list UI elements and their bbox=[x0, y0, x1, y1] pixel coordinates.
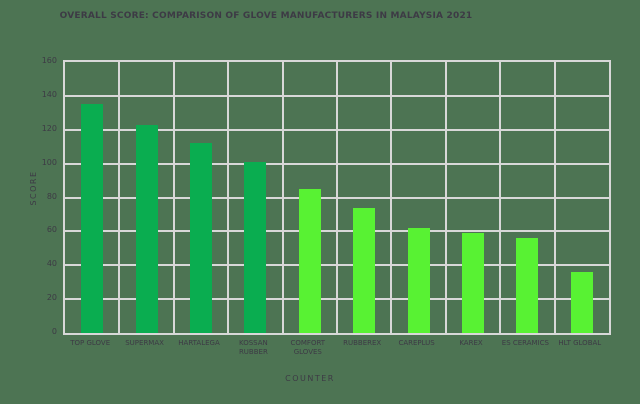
plot-area bbox=[63, 60, 611, 335]
y-tick-label: 60 bbox=[46, 225, 57, 235]
bar-comfort-gloves bbox=[298, 189, 321, 333]
y-tick-label: 160 bbox=[41, 56, 57, 65]
x-tick-label: KOSSAN RUBBER bbox=[238, 339, 268, 356]
x-tick-label: RUBBEREX bbox=[343, 339, 382, 347]
bar-rubberex bbox=[353, 207, 376, 333]
y-tick-label: 140 bbox=[41, 89, 57, 99]
chart-title: OVERALL SCORE: COMPARISON OF GLOVE MANUF… bbox=[59, 11, 473, 21]
bar-supermax bbox=[135, 124, 158, 333]
y-axis-label: SCORE bbox=[29, 170, 38, 206]
bar-hartalega bbox=[190, 143, 212, 333]
v-gridline bbox=[118, 62, 121, 333]
v-gridline bbox=[227, 62, 230, 333]
x-tick-label: SUPERMAX bbox=[125, 339, 164, 347]
y-tick-label: 100 bbox=[41, 157, 57, 167]
bar-top-glove bbox=[81, 104, 104, 333]
x-tick-label: HARTALEGA bbox=[178, 339, 220, 347]
x-tick-label: KAREX bbox=[459, 339, 483, 347]
bar-karex bbox=[462, 233, 484, 333]
v-gridline bbox=[553, 62, 556, 333]
v-gridline bbox=[172, 62, 175, 333]
x-tick-label: HLT GLOBAL bbox=[558, 339, 602, 347]
x-tick-label: CAREPLUS bbox=[398, 339, 435, 347]
y-tick-label: 20 bbox=[46, 293, 57, 303]
x-tick-label: ES CERAMICS bbox=[501, 339, 549, 347]
v-gridline bbox=[336, 62, 338, 333]
bar-careplus bbox=[407, 228, 430, 333]
v-gridline bbox=[390, 62, 393, 333]
bar-hlt-global bbox=[570, 272, 593, 333]
y-tick-label: 0 bbox=[51, 327, 57, 336]
y-tick-label: 120 bbox=[41, 123, 57, 133]
x-tick-label: COMFORT GLOVES bbox=[290, 339, 326, 356]
v-gridline bbox=[444, 62, 447, 333]
y-tick-label: 40 bbox=[46, 259, 57, 269]
v-gridline bbox=[281, 62, 284, 333]
bar-kossan-rubber bbox=[244, 161, 267, 333]
y-tick-label: 80 bbox=[46, 191, 57, 201]
v-gridline bbox=[499, 62, 502, 333]
x-axis-label: COUNTER bbox=[285, 374, 335, 383]
bar-es-ceramics bbox=[516, 238, 539, 333]
x-tick-label: TOP GLOVE bbox=[70, 339, 111, 347]
